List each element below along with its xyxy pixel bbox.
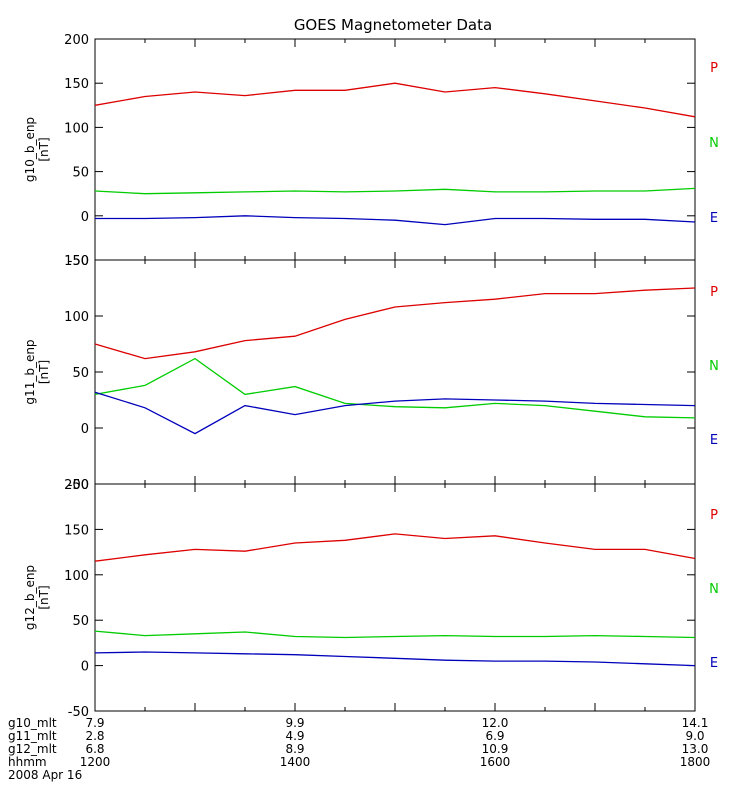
series-P-line <box>94 533 696 562</box>
plot-frame <box>94 483 696 712</box>
y-axis-label: g12_b_enp <box>23 565 37 630</box>
y-tick-label: -50 <box>68 254 89 269</box>
plot-frame <box>94 259 696 485</box>
y-axis-unit: [nT] <box>37 360 51 384</box>
footer-value: 9.9 <box>285 716 305 730</box>
chart-title: GOES Magnetometer Data <box>294 16 492 34</box>
legend-N: N <box>709 136 719 151</box>
y-axis-label: g10_b_enp <box>23 117 37 182</box>
footer-value: 4.9 <box>285 729 305 743</box>
y-tick-label: -50 <box>68 705 89 720</box>
footer-value: 8.9 <box>285 742 305 756</box>
y-axis-unit: [nT] <box>37 585 51 609</box>
y-axis-label: g11_b_enp <box>23 339 37 404</box>
legend-N: N <box>709 359 719 374</box>
legend-P: P <box>710 285 718 300</box>
footer-row-label: g12_mlt <box>8 742 57 756</box>
series-N-line <box>94 357 696 419</box>
legend-E: E <box>710 433 718 448</box>
footer-value: 6.8 <box>85 742 105 756</box>
footer-value: 14.1 <box>681 716 709 730</box>
y-tick-label: 50 <box>72 614 89 629</box>
legend-P: P <box>710 508 718 523</box>
legend-E: E <box>710 211 718 226</box>
plot-frame <box>94 38 696 261</box>
series-E-line <box>95 215 696 226</box>
series-E-line <box>94 651 696 667</box>
footer-value: 2.8 <box>85 729 105 743</box>
y-tick-label: -50 <box>68 478 89 493</box>
y-tick-label: 0 <box>81 660 89 675</box>
footer-row-label: g10_mlt <box>8 716 57 730</box>
footer-date: 2008 Apr 16 <box>8 768 83 782</box>
y-tick-label: 50 <box>72 166 89 181</box>
footer-value: 6.9 <box>485 729 505 743</box>
y-tick-label: 0 <box>81 422 89 437</box>
y-tick-label: 100 <box>64 121 89 136</box>
footer-value: 13.0 <box>681 742 709 756</box>
series-P-line <box>94 287 696 360</box>
y-tick-label: 100 <box>64 310 89 325</box>
footer-value: 1800 <box>679 755 711 769</box>
series-N-line <box>94 187 696 195</box>
footer-value: 7.9 <box>85 716 105 730</box>
legend-N: N <box>709 582 719 597</box>
footer-row-label: hhmm <box>8 755 47 769</box>
footer-row-label: g11_mlt <box>8 729 57 743</box>
y-tick-label: 50 <box>72 366 89 381</box>
legend-P: P <box>710 61 718 76</box>
y-tick-label: 100 <box>64 569 89 584</box>
y-tick-label: 150 <box>64 254 89 269</box>
footer-value: 12.0 <box>481 716 509 730</box>
y-tick-label: 150 <box>64 523 89 538</box>
footer-value: 10.9 <box>481 742 509 756</box>
y-tick-label: 150 <box>64 77 89 92</box>
y-axis-unit: [nT] <box>37 137 51 161</box>
panel-3: -50 0 50 100 150 200 g12_b_enp [nT] P N E <box>23 478 719 720</box>
series-E-line <box>94 391 696 435</box>
legend-E: E <box>710 656 718 671</box>
footer-value: 9.0 <box>685 729 705 743</box>
footer-value: 1400 <box>279 755 311 769</box>
series-P-line <box>94 82 696 118</box>
footer-value: 1200 <box>79 755 111 769</box>
series-N-line <box>94 630 696 639</box>
y-tick-label: 200 <box>64 33 89 48</box>
panel-1: -50 0 50 100 150 200 g10_b_enp [nT] P N E <box>23 33 719 269</box>
panel-2: -50 0 50 100 150 g11_b_enp [nT] P N E <box>23 254 719 493</box>
y-tick-label: 0 <box>81 210 89 225</box>
footer-value: 1600 <box>479 755 511 769</box>
y-tick-label: 200 <box>64 478 89 493</box>
